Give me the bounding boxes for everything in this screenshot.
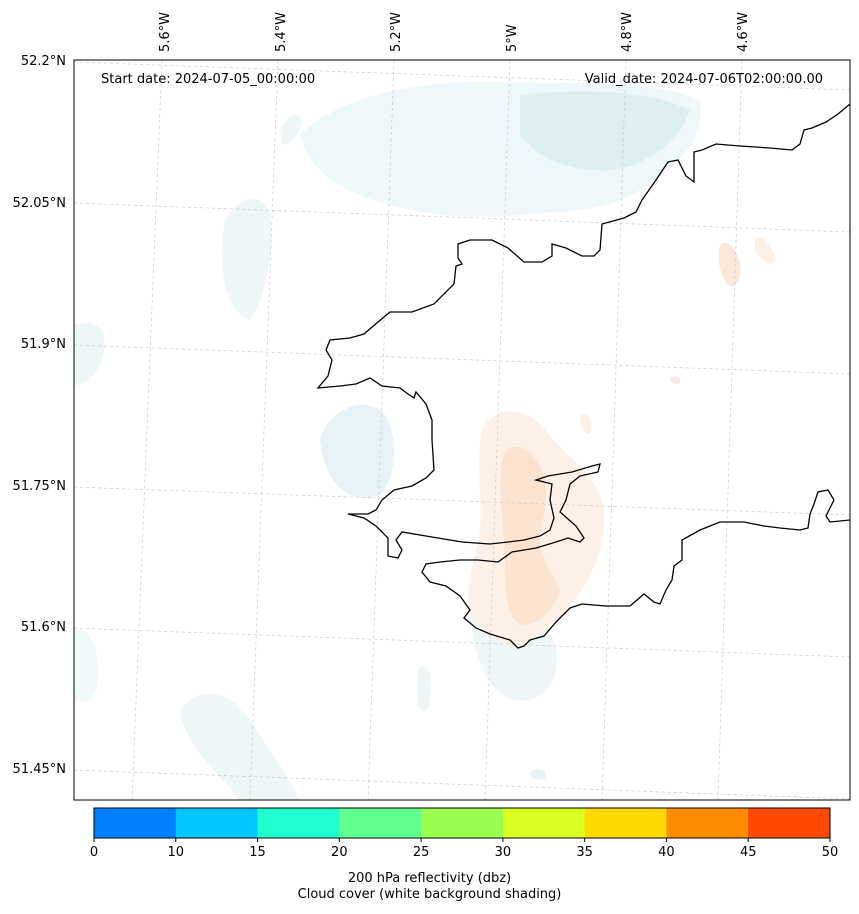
lat-label-51.75N: 51.75°N xyxy=(13,479,66,494)
colorbar-tick-label: 30 xyxy=(495,845,512,860)
valid-date-label: Valid_date: 2024-07-06T02:00:00.00 xyxy=(585,72,823,87)
colorbar-tick-label: 15 xyxy=(249,845,266,860)
coastline xyxy=(316,103,850,649)
colorbar-segment xyxy=(94,808,177,838)
map-border xyxy=(73,59,851,801)
colorbar-tick-label: 10 xyxy=(168,845,185,860)
lon-label-4.6W: 4.6°W xyxy=(736,12,751,52)
lon-label-5.2W: 5.2°W xyxy=(389,12,404,52)
colorbar-border xyxy=(93,807,831,839)
lat-label-52.05N: 52.05°N xyxy=(13,196,66,211)
colorbar-segment xyxy=(666,808,749,838)
lat-label-51.6N: 51.6°N xyxy=(21,620,66,635)
start-date-label: Start date: 2024-07-05_00:00:00 xyxy=(101,72,315,87)
colorbar: 0 10 15 20 25 30 35 40 45 50 xyxy=(90,807,839,860)
colorbar-tick-label: 35 xyxy=(576,845,593,860)
reflectivity-shading xyxy=(468,236,776,646)
lon-label-5.4W: 5.4°W xyxy=(274,12,289,52)
colorbar-segment xyxy=(339,808,422,838)
colorbar-segment xyxy=(257,808,340,838)
colorbar-segment xyxy=(502,808,586,838)
colorbar-segment xyxy=(421,808,504,838)
lon-label-4.8W: 4.8°W xyxy=(620,12,635,52)
lon-label-5W: 5°W xyxy=(505,24,520,52)
colorbar-tick-label: 0 xyxy=(90,845,98,860)
colorbar-label-line1: 200 hPa reflectivity (dbz) xyxy=(347,871,512,886)
colorbar-tick-label: 40 xyxy=(658,845,675,860)
cloud-cover-shading xyxy=(74,81,701,800)
colorbar-segment xyxy=(584,808,667,838)
lon-label-5.6W: 5.6°W xyxy=(158,12,173,52)
colorbar-label-line2: Cloud cover (white background shading) xyxy=(297,887,562,902)
colorbar-segment xyxy=(748,808,831,838)
lat-label-51.9N: 51.9°N xyxy=(21,337,66,352)
lat-label-51.45N: 51.45°N xyxy=(13,762,66,777)
colorbar-tick-label: 50 xyxy=(822,845,839,860)
colorbar-tick-label: 45 xyxy=(740,845,757,860)
colorbar-segment xyxy=(175,808,259,838)
lat-label-52.2N: 52.2°N xyxy=(21,54,66,69)
colorbar-tick-label: 20 xyxy=(331,845,348,860)
colorbar-tick-label: 25 xyxy=(413,845,430,860)
